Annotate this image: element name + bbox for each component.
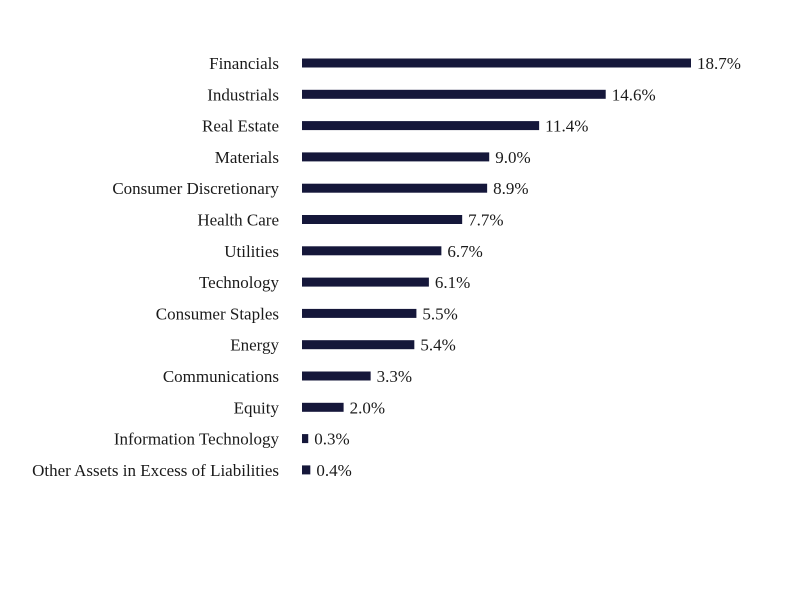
category-label: Energy [230, 336, 279, 355]
bar [302, 402, 344, 412]
category-label: Real Estate [202, 117, 279, 136]
category-label: Utilities [224, 242, 279, 261]
bar [302, 152, 490, 162]
category-label: Financials [209, 54, 279, 73]
value-label: 18.7% [697, 54, 741, 73]
value-label: 6.7% [447, 242, 482, 261]
category-label: Equity [234, 398, 280, 417]
category-label: Materials [215, 148, 279, 167]
bar [302, 434, 309, 444]
value-label: 0.4% [316, 461, 351, 480]
value-label: 11.4% [545, 117, 588, 136]
bar [302, 371, 371, 381]
category-label: Health Care [197, 211, 279, 230]
bar [302, 183, 488, 193]
value-label: 9.0% [495, 148, 530, 167]
category-label: Consumer Staples [156, 304, 279, 323]
bar [302, 308, 417, 318]
bar [302, 465, 311, 475]
value-label: 3.3% [377, 367, 412, 386]
value-label: 5.5% [422, 304, 457, 323]
bar [302, 277, 429, 287]
value-label: 14.6% [612, 85, 656, 104]
bars-layer: Financials 18.7% Industrials 14.6% Real Esta… [32, 54, 741, 480]
category-label: Consumer Discretionary [112, 179, 279, 198]
value-label: 5.4% [420, 336, 455, 355]
value-label: 6.1% [435, 273, 470, 292]
bar [302, 246, 442, 256]
bar [302, 215, 463, 224]
bar [302, 58, 691, 68]
value-label: 8.9% [493, 179, 528, 198]
value-label: 0.3% [314, 430, 349, 449]
category-label: Communications [163, 367, 279, 386]
value-label: 7.7% [468, 211, 503, 230]
value-label: 2.0% [350, 398, 385, 417]
category-label: Industrials [207, 85, 279, 104]
bar [302, 89, 606, 99]
category-label: Technology [199, 273, 280, 292]
bar [302, 340, 415, 350]
bar [302, 121, 540, 131]
category-label: Information Technology [114, 430, 280, 449]
category-label: Other Assets in Excess of Liabilities [32, 461, 279, 480]
